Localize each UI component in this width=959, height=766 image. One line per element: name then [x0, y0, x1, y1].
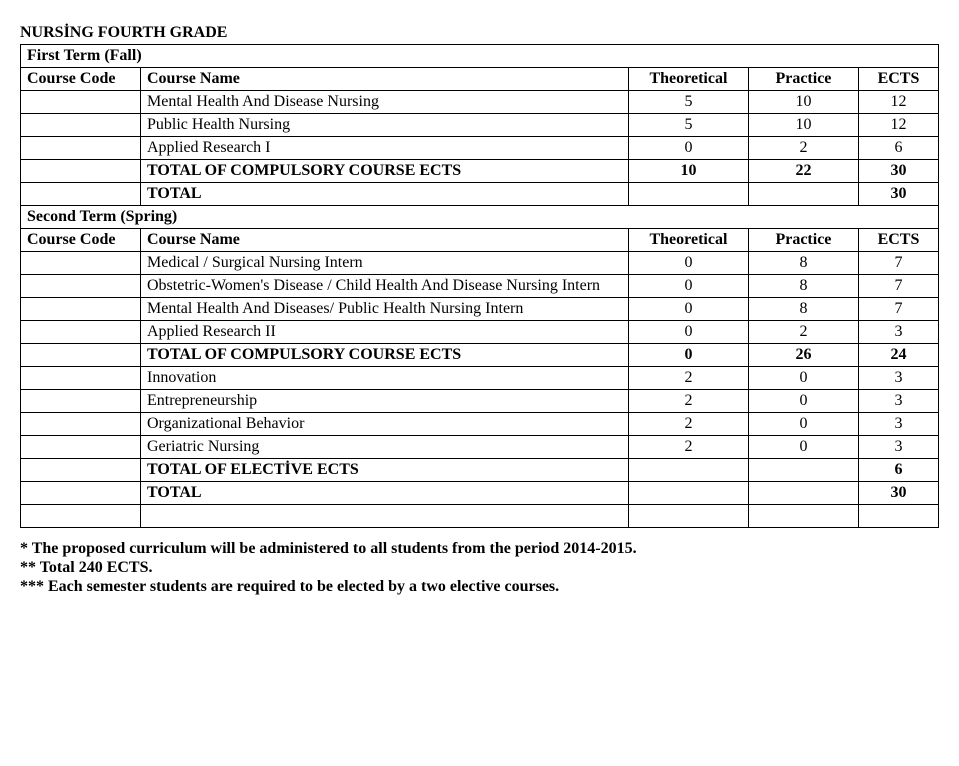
page-title: NURSİNG FOURTH GRADE [20, 24, 939, 42]
course-practice: 0 [748, 367, 858, 390]
footnote: ** Total 240 ECTS. [20, 559, 939, 577]
course-ects: 7 [858, 252, 938, 275]
table-row: Innovation 2 0 3 [21, 367, 939, 390]
first-term-label: First Term (Fall) [21, 45, 939, 68]
total-label: TOTAL [141, 482, 629, 505]
second-term-total: TOTAL 30 [21, 482, 939, 505]
course-ects: 7 [858, 275, 938, 298]
course-practice: 0 [748, 413, 858, 436]
course-ects: 3 [858, 390, 938, 413]
table-row: Organizational Behavior 2 0 3 [21, 413, 939, 436]
course-theoretical: 2 [628, 367, 748, 390]
col-header-theoretical: Theoretical [628, 229, 748, 252]
table-row: Public Health Nursing 5 10 12 [21, 114, 939, 137]
course-ects: 12 [858, 114, 938, 137]
course-ects: 3 [858, 367, 938, 390]
course-name: Mental Health And Disease Nursing [141, 91, 629, 114]
course-practice: 10 [748, 91, 858, 114]
course-theoretical: 0 [628, 252, 748, 275]
course-practice: 8 [748, 252, 858, 275]
table-row: Applied Research II 0 2 3 [21, 321, 939, 344]
second-term-header: Course Code Course Name Theoretical Prac… [21, 229, 939, 252]
course-practice: 0 [748, 436, 858, 459]
first-term-header: Course Code Course Name Theoretical Prac… [21, 68, 939, 91]
course-name: Innovation [141, 367, 629, 390]
course-theoretical: 5 [628, 114, 748, 137]
course-theoretical: 0 [628, 275, 748, 298]
col-header-ects: ECTS [858, 68, 938, 91]
table-row: Mental Health And Diseases/ Public Healt… [21, 298, 939, 321]
course-theoretical: 2 [628, 413, 748, 436]
table-row: Medical / Surgical Nursing Intern 0 8 7 [21, 252, 939, 275]
course-name: Entrepreneurship [141, 390, 629, 413]
total-label: TOTAL [141, 183, 629, 206]
course-ects: 12 [858, 91, 938, 114]
course-practice: 10 [748, 114, 858, 137]
course-ects: 7 [858, 298, 938, 321]
col-header-theoretical: Theoretical [628, 68, 748, 91]
footnote: * The proposed curriculum will be admini… [20, 540, 939, 558]
curriculum-table: First Term (Fall) Course Code Course Nam… [20, 44, 939, 528]
table-row: Applied Research I 0 2 6 [21, 137, 939, 160]
course-name: Geriatric Nursing [141, 436, 629, 459]
course-theoretical: 0 [628, 298, 748, 321]
col-header-practice: Practice [748, 229, 858, 252]
course-ects: 3 [858, 436, 938, 459]
total-compulsory-ects: 24 [858, 344, 938, 367]
col-header-code: Course Code [21, 229, 141, 252]
total-ects: 30 [858, 482, 938, 505]
table-row: Obstetric-Women's Disease / Child Health… [21, 275, 939, 298]
col-header-name: Course Name [141, 68, 629, 91]
col-header-practice: Practice [748, 68, 858, 91]
course-name: Medical / Surgical Nursing Intern [141, 252, 629, 275]
course-theoretical: 2 [628, 390, 748, 413]
course-name: Mental Health And Diseases/ Public Healt… [141, 298, 629, 321]
total-compulsory-pr: 22 [748, 160, 858, 183]
course-practice: 8 [748, 275, 858, 298]
footnotes: * The proposed curriculum will be admini… [20, 540, 939, 596]
course-ects: 3 [858, 321, 938, 344]
course-practice: 2 [748, 321, 858, 344]
total-compulsory-label: TOTAL OF COMPULSORY COURSE ECTS [141, 160, 629, 183]
course-theoretical: 0 [628, 137, 748, 160]
first-term-total: TOTAL 30 [21, 183, 939, 206]
course-name: Organizational Behavior [141, 413, 629, 436]
col-header-name: Course Name [141, 229, 629, 252]
total-compulsory-ects: 30 [858, 160, 938, 183]
course-practice: 8 [748, 298, 858, 321]
second-term-total-compulsory: TOTAL OF COMPULSORY COURSE ECTS 0 26 24 [21, 344, 939, 367]
course-name: Obstetric-Women's Disease / Child Health… [141, 275, 629, 298]
course-ects: 6 [858, 137, 938, 160]
col-header-code: Course Code [21, 68, 141, 91]
table-row: Entrepreneurship 2 0 3 [21, 390, 939, 413]
total-elective-label: TOTAL OF ELECTİVE ECTS [141, 459, 629, 482]
course-practice: 2 [748, 137, 858, 160]
empty-row [21, 505, 939, 528]
first-term-total-compulsory: TOTAL OF COMPULSORY COURSE ECTS 10 22 30 [21, 160, 939, 183]
course-ects: 3 [858, 413, 938, 436]
course-name: Applied Research I [141, 137, 629, 160]
course-theoretical: 0 [628, 321, 748, 344]
total-compulsory-label: TOTAL OF COMPULSORY COURSE ECTS [141, 344, 629, 367]
total-elective-ects: 6 [858, 459, 938, 482]
total-compulsory-pr: 26 [748, 344, 858, 367]
first-term-label-row: First Term (Fall) [21, 45, 939, 68]
table-row: Mental Health And Disease Nursing 5 10 1… [21, 91, 939, 114]
total-ects: 30 [858, 183, 938, 206]
second-term-total-elective: TOTAL OF ELECTİVE ECTS 6 [21, 459, 939, 482]
course-theoretical: 2 [628, 436, 748, 459]
course-name: Applied Research II [141, 321, 629, 344]
course-name: Public Health Nursing [141, 114, 629, 137]
footnote: *** Each semester students are required … [20, 578, 939, 596]
total-compulsory-th: 10 [628, 160, 748, 183]
course-theoretical: 5 [628, 91, 748, 114]
course-practice: 0 [748, 390, 858, 413]
second-term-label-row: Second Term (Spring) [21, 206, 939, 229]
total-compulsory-th: 0 [628, 344, 748, 367]
second-term-label: Second Term (Spring) [21, 206, 939, 229]
col-header-ects: ECTS [858, 229, 938, 252]
table-row: Geriatric Nursing 2 0 3 [21, 436, 939, 459]
